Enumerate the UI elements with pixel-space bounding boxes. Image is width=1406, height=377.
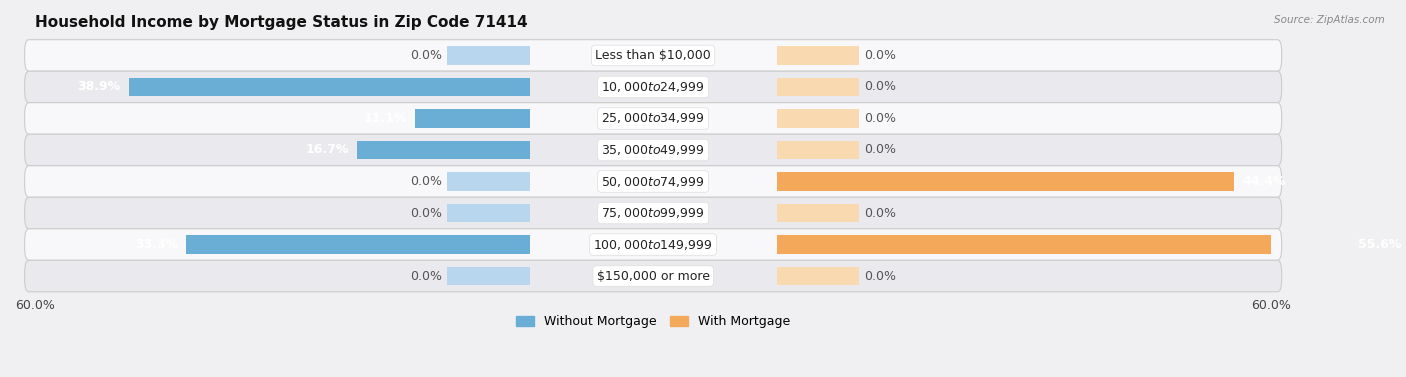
Text: 0.0%: 0.0% xyxy=(865,144,897,156)
Bar xyxy=(447,46,530,64)
Text: 0.0%: 0.0% xyxy=(411,49,441,62)
Bar xyxy=(447,267,530,285)
Bar xyxy=(415,109,530,127)
FancyBboxPatch shape xyxy=(25,166,1282,197)
Text: 11.1%: 11.1% xyxy=(363,112,406,125)
Text: 0.0%: 0.0% xyxy=(865,207,897,219)
Text: 0.0%: 0.0% xyxy=(865,112,897,125)
Bar xyxy=(776,235,1350,254)
Text: 38.9%: 38.9% xyxy=(77,80,121,93)
Text: 0.0%: 0.0% xyxy=(411,207,441,219)
Text: 16.7%: 16.7% xyxy=(307,144,349,156)
FancyBboxPatch shape xyxy=(25,134,1282,166)
Text: 44.4%: 44.4% xyxy=(1243,175,1286,188)
Bar xyxy=(776,172,1234,191)
Bar xyxy=(776,141,859,159)
Text: 33.3%: 33.3% xyxy=(135,238,179,251)
FancyBboxPatch shape xyxy=(25,40,1282,71)
Bar xyxy=(447,172,530,191)
Bar xyxy=(129,78,530,96)
Text: Source: ZipAtlas.com: Source: ZipAtlas.com xyxy=(1274,15,1385,25)
Text: $100,000 to $149,999: $100,000 to $149,999 xyxy=(593,238,713,251)
Text: $35,000 to $49,999: $35,000 to $49,999 xyxy=(602,143,704,157)
Text: 0.0%: 0.0% xyxy=(865,49,897,62)
Text: $10,000 to $24,999: $10,000 to $24,999 xyxy=(602,80,704,94)
Bar xyxy=(776,46,859,64)
Text: 0.0%: 0.0% xyxy=(411,270,441,282)
Legend: Without Mortgage, With Mortgage: Without Mortgage, With Mortgage xyxy=(510,310,796,333)
Text: 0.0%: 0.0% xyxy=(865,270,897,282)
Text: 0.0%: 0.0% xyxy=(865,80,897,93)
FancyBboxPatch shape xyxy=(25,260,1282,292)
Text: Less than $10,000: Less than $10,000 xyxy=(595,49,711,62)
FancyBboxPatch shape xyxy=(25,103,1282,134)
FancyBboxPatch shape xyxy=(25,197,1282,229)
FancyBboxPatch shape xyxy=(25,71,1282,103)
Text: 55.6%: 55.6% xyxy=(1358,238,1402,251)
FancyBboxPatch shape xyxy=(25,229,1282,260)
Bar xyxy=(776,109,859,127)
Bar xyxy=(447,204,530,222)
Text: $50,000 to $74,999: $50,000 to $74,999 xyxy=(602,175,704,188)
Bar xyxy=(776,78,859,96)
Text: $75,000 to $99,999: $75,000 to $99,999 xyxy=(602,206,704,220)
Text: $25,000 to $34,999: $25,000 to $34,999 xyxy=(602,112,704,126)
Bar xyxy=(776,267,859,285)
Text: 0.0%: 0.0% xyxy=(411,175,441,188)
Bar xyxy=(357,141,530,159)
Bar xyxy=(776,204,859,222)
Text: $150,000 or more: $150,000 or more xyxy=(596,270,710,282)
Bar xyxy=(187,235,530,254)
Text: Household Income by Mortgage Status in Zip Code 71414: Household Income by Mortgage Status in Z… xyxy=(35,15,527,30)
